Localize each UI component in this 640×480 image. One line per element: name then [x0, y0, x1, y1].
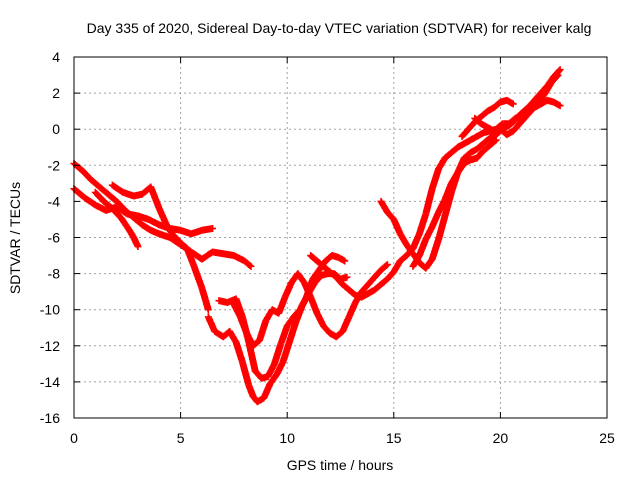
x-axis-label: GPS time / hours [287, 457, 394, 473]
grid-layer [74, 57, 607, 418]
y-tick-label: 2 [52, 85, 60, 101]
y-tick-label: -16 [40, 410, 60, 426]
y-tick-label: -4 [48, 193, 61, 209]
y-tick-label: -2 [48, 157, 61, 173]
data-point-fill [410, 137, 499, 269]
x-tick-label: 10 [279, 430, 295, 446]
y-tick-label: -10 [40, 302, 60, 318]
data-series [230, 261, 391, 350]
data-series [204, 270, 351, 406]
x-tick-label: 0 [70, 430, 78, 446]
data-series [70, 159, 255, 270]
y-tick-label: 4 [52, 49, 60, 65]
data-series [307, 96, 564, 301]
y-tick-label: 0 [52, 121, 60, 137]
data-point-fill [308, 97, 563, 301]
data-point-fill [110, 182, 212, 312]
y-tick-label: -6 [48, 230, 61, 246]
y-tick-label: -8 [48, 266, 61, 282]
data-series [409, 136, 500, 270]
data-point-fill [92, 190, 141, 249]
x-tick-label: 5 [177, 430, 185, 446]
x-tick-label: 20 [493, 430, 509, 446]
data-layer [70, 66, 564, 406]
data-series [108, 181, 212, 314]
x-tick-label: 25 [599, 430, 615, 446]
data-series [377, 66, 564, 272]
data-series [471, 71, 562, 139]
tick-layer: 0 5 10 15 20 25 -16 -14 -12 -10 -8 -6 -4 -2 0 2 4 [40, 49, 615, 446]
x-tick-label: 15 [386, 430, 402, 446]
chart-title: Day 335 of 2020, Sidereal Day-to-day VTE… [87, 20, 592, 36]
data-point-fill [231, 262, 390, 349]
y-tick-label: -14 [40, 374, 60, 390]
data-point-fill [472, 72, 561, 138]
data-point-fill [378, 67, 563, 271]
y-axis-label: SDTVAR / TECUs [7, 182, 23, 294]
y-tick-label: -12 [40, 338, 60, 354]
data-point-fill [205, 270, 350, 405]
data-series [91, 188, 142, 251]
